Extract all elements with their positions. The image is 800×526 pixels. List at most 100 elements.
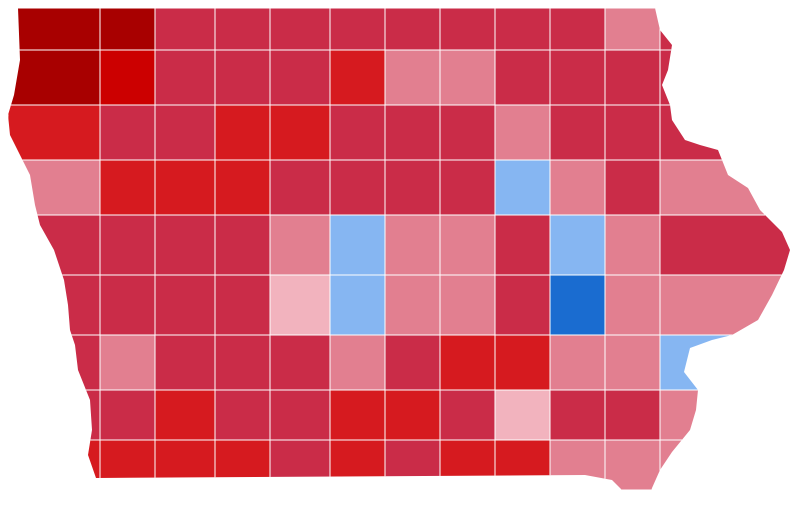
county-cell xyxy=(439,49,496,106)
county-cell xyxy=(269,389,331,441)
county-cell xyxy=(659,104,790,161)
county-cell xyxy=(269,334,331,391)
county-cell xyxy=(659,159,790,216)
county-cell xyxy=(99,49,156,106)
county-cell xyxy=(154,8,216,51)
county-cell xyxy=(384,214,441,276)
county-cell xyxy=(494,439,551,491)
county-cell xyxy=(604,389,661,441)
county-cell xyxy=(604,49,661,106)
county-cell xyxy=(214,104,271,161)
county-cell xyxy=(154,439,216,491)
county-cell xyxy=(329,439,386,491)
county-cell xyxy=(329,104,386,161)
county-cell xyxy=(494,159,551,216)
county-cell xyxy=(604,104,661,161)
county-cell xyxy=(154,274,216,336)
county-cell xyxy=(549,274,606,336)
county-cell xyxy=(269,8,331,51)
county-cell xyxy=(494,49,551,106)
county-cell xyxy=(154,49,216,106)
county-cell xyxy=(659,8,790,51)
county-cell xyxy=(549,439,606,491)
county-cell xyxy=(269,439,331,491)
county-cell xyxy=(384,274,441,336)
county-cell xyxy=(384,334,441,391)
county-cell xyxy=(214,439,271,491)
county-cell xyxy=(439,214,496,276)
county-cell xyxy=(329,389,386,441)
county-cell xyxy=(439,159,496,216)
county-cell xyxy=(154,214,216,276)
county-cell xyxy=(659,439,790,491)
county-cell xyxy=(549,159,606,216)
county-cell xyxy=(8,439,101,491)
county-cell xyxy=(214,389,271,441)
county-cell xyxy=(154,389,216,441)
county-cell xyxy=(494,389,551,441)
county-cell xyxy=(329,334,386,391)
county-cell xyxy=(214,274,271,336)
county-cell xyxy=(439,274,496,336)
county-cell xyxy=(8,8,101,51)
county-cell xyxy=(99,214,156,276)
county-cell xyxy=(99,8,156,51)
county-cell xyxy=(329,8,386,51)
county-cell xyxy=(269,49,331,106)
county-cell xyxy=(269,274,331,336)
county-cell xyxy=(8,274,101,336)
county-cell xyxy=(329,49,386,106)
county-cell xyxy=(439,389,496,441)
county-cell xyxy=(439,334,496,391)
county-cell xyxy=(384,389,441,441)
county-cell xyxy=(659,274,790,336)
county-cell xyxy=(549,8,606,51)
county-cell xyxy=(8,104,101,161)
county-cell xyxy=(154,334,216,391)
county-cell xyxy=(99,104,156,161)
county-cell xyxy=(99,159,156,216)
county-cell xyxy=(154,159,216,216)
county-cell xyxy=(8,389,101,441)
county-cell xyxy=(329,274,386,336)
county-cell xyxy=(549,214,606,276)
county-cell xyxy=(8,49,101,106)
county-cell xyxy=(269,159,331,216)
county-cell xyxy=(439,8,496,51)
county-cell xyxy=(329,159,386,216)
county-cell xyxy=(494,334,551,391)
county-cell xyxy=(549,389,606,441)
county-cell xyxy=(604,439,661,491)
county-layer xyxy=(8,8,790,491)
county-cell xyxy=(439,104,496,161)
county-cell xyxy=(99,389,156,441)
county-cell xyxy=(214,159,271,216)
county-cell xyxy=(214,8,271,51)
county-cell xyxy=(604,274,661,336)
county-cell xyxy=(214,334,271,391)
county-cell xyxy=(494,104,551,161)
county-cell xyxy=(659,214,790,276)
county-cell xyxy=(604,334,661,391)
county-cell xyxy=(439,439,496,491)
county-cell xyxy=(549,334,606,391)
county-cell xyxy=(604,8,661,51)
county-cell xyxy=(384,439,441,491)
county-cell xyxy=(494,8,551,51)
county-cell xyxy=(659,49,790,106)
county-cell xyxy=(384,49,441,106)
county-cell xyxy=(494,214,551,276)
county-cell xyxy=(269,104,331,161)
county-cell xyxy=(269,214,331,276)
county-cell xyxy=(549,49,606,106)
county-cell xyxy=(384,8,441,51)
county-cell xyxy=(214,49,271,106)
county-cell xyxy=(659,389,790,441)
county-cell xyxy=(604,214,661,276)
county-cell xyxy=(494,274,551,336)
county-cell xyxy=(604,159,661,216)
county-cell xyxy=(8,159,101,216)
county-cell xyxy=(99,274,156,336)
county-cell xyxy=(659,334,790,391)
